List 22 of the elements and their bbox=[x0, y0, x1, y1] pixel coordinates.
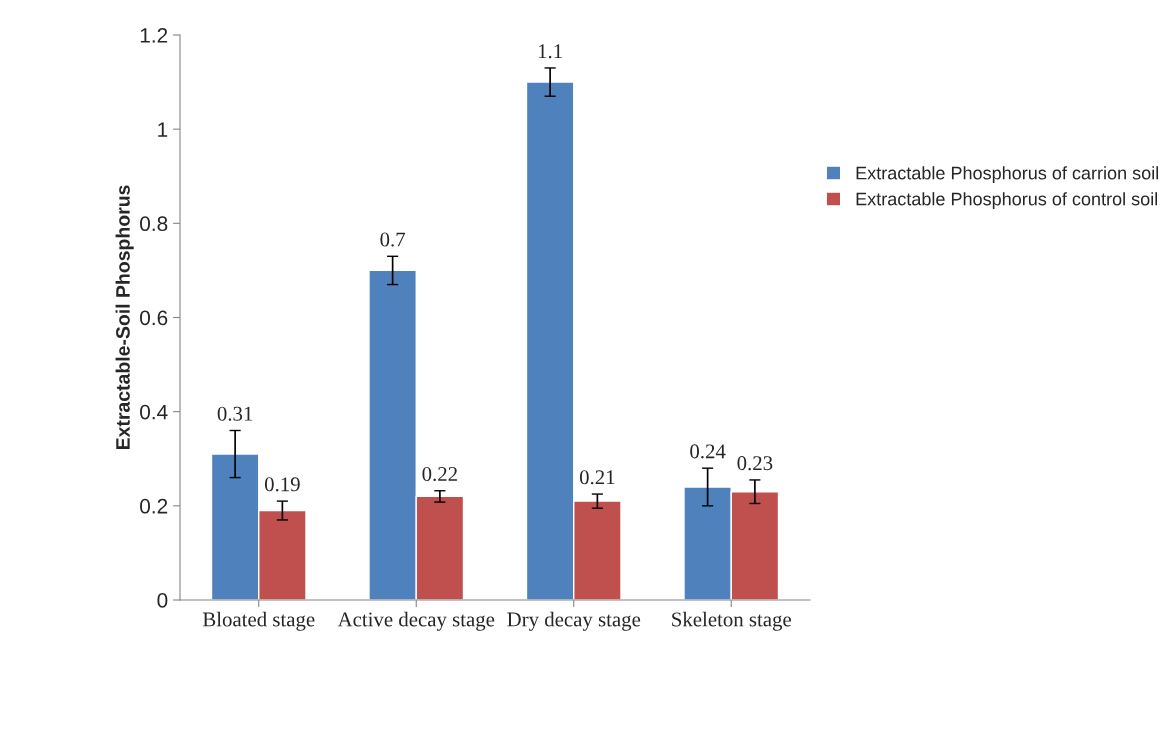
legend-label: Extractable Phosphorus of control soil bbox=[856, 192, 1158, 209]
y-tick-label: 0.8 bbox=[140, 216, 168, 232]
data-label: 0.19 bbox=[264, 477, 300, 492]
y-axis-title: Extractable-Soil Phosphorus bbox=[115, 185, 134, 450]
y-tick-label: 0.2 bbox=[140, 498, 168, 514]
x-tick-label: Skeleton stage bbox=[672, 611, 791, 631]
data-label: 0.31 bbox=[217, 406, 253, 421]
data-label: 0.24 bbox=[690, 444, 726, 459]
y-tick-label: 1 bbox=[158, 122, 168, 137]
y-tick-label: 0 bbox=[157, 593, 168, 608]
x-tick-label: Dry decay stage bbox=[507, 611, 641, 631]
data-label: 0.22 bbox=[422, 466, 457, 482]
data-label: 0.21 bbox=[579, 470, 615, 485]
x-tick-label: Active decay stage bbox=[337, 611, 495, 631]
legend-label: Extractable Phosphorus of carrion soil bbox=[856, 166, 1159, 184]
data-label: 0.7 bbox=[380, 232, 406, 247]
y-tick-label: 1.2 bbox=[140, 28, 168, 43]
data-label: 1.1 bbox=[538, 44, 562, 59]
x-tick-label: Bloated stage bbox=[202, 611, 315, 631]
data-label: 0.23 bbox=[737, 456, 773, 471]
y-tick-label: 0.6 bbox=[140, 310, 168, 326]
y-tick-label: 0.4 bbox=[140, 404, 168, 420]
